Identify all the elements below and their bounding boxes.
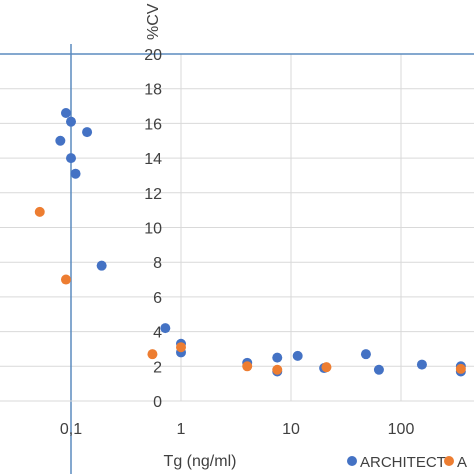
data-points [34,107,466,377]
y-axis-title: %CV [145,3,162,40]
y-tick-label: 18 [144,82,162,99]
legend-label: ARCHITECT [360,454,446,471]
y-tick-label: 2 [153,359,162,376]
data-point [66,116,76,127]
data-point [55,135,66,146]
y-tick-label: 20 [144,47,162,64]
data-point [272,364,283,375]
legend: ARCHITECT A [347,454,467,471]
data-point [70,168,81,179]
axes [0,44,474,474]
data-point [272,352,283,363]
data-point [360,349,371,360]
y-tick-label: 12 [144,186,162,203]
y-tick-label: 0 [153,394,162,411]
data-point [82,127,93,138]
y-tick-label: 8 [153,255,162,272]
data-point [34,206,45,217]
x-axis-title: Tg (ng/ml) [164,453,237,470]
legend-marker [347,456,357,466]
data-point [176,342,186,353]
y-tick-label: 16 [144,116,162,133]
data-point [160,323,171,334]
data-point [416,359,427,370]
data-point [66,153,76,164]
data-point [455,363,466,374]
data-point [242,361,253,372]
x-tick-label: 10 [282,421,300,438]
y-tick-label: 14 [144,151,162,168]
tick-labels: 0 2 4 6 8 10 12 14 16 18 20 0,1 1 10 100 [60,47,415,438]
data-point [147,349,158,360]
legend-marker [444,456,454,466]
data-point [60,274,71,285]
data-point [292,350,303,361]
data-point [321,362,332,373]
y-tick-label: 10 [144,221,162,238]
x-tick-label: 100 [388,421,415,438]
x-tick-label: 0,1 [60,421,82,438]
legend-label: A [457,454,467,471]
x-tick-label: 1 [177,421,186,438]
data-point [373,364,384,375]
data-point [60,107,71,118]
y-tick-label: 6 [153,290,162,307]
y-tick-label: 4 [153,325,162,342]
data-point [96,260,107,271]
